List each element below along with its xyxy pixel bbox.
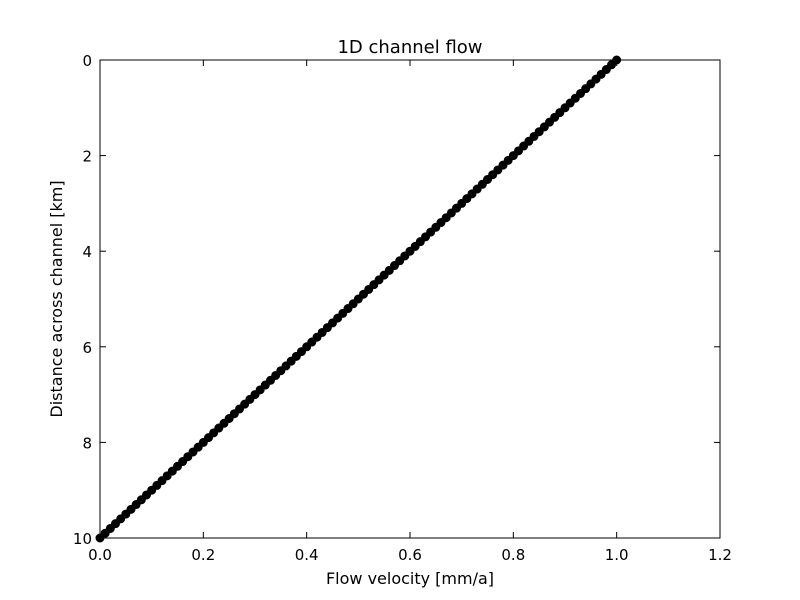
plot-frame bbox=[99, 59, 721, 539]
y-tick-label: 4 bbox=[82, 243, 92, 261]
plot-area bbox=[99, 59, 721, 539]
x-tick-label: 1.2 bbox=[708, 546, 732, 564]
series-layer bbox=[95, 55, 622, 543]
x-tick-label: 0.0 bbox=[88, 546, 112, 564]
x-tick-label: 0.8 bbox=[501, 546, 525, 564]
chart-title: 1D channel flow bbox=[337, 37, 482, 58]
y-tick-label: 8 bbox=[82, 434, 92, 452]
x-tick-label: 0.4 bbox=[295, 546, 319, 564]
y-tick-label: 10 bbox=[73, 530, 92, 548]
y-axis-title: Distance across channel [km] bbox=[47, 180, 66, 417]
x-tick-label: 1.0 bbox=[605, 546, 629, 564]
x-axis-ticks: 0.0 0.2 0.4 0.6 0.8 1.0 1.2 bbox=[88, 60, 732, 564]
x-axis-title: Flow velocity [mm/a] bbox=[326, 569, 494, 588]
data-point bbox=[612, 55, 622, 65]
y-tick-label: 0 bbox=[82, 52, 92, 70]
x-tick-label: 0.6 bbox=[398, 546, 422, 564]
y-tick-label: 6 bbox=[82, 339, 92, 357]
x-tick-label: 0.2 bbox=[191, 546, 215, 564]
y-tick-label: 2 bbox=[82, 148, 92, 166]
